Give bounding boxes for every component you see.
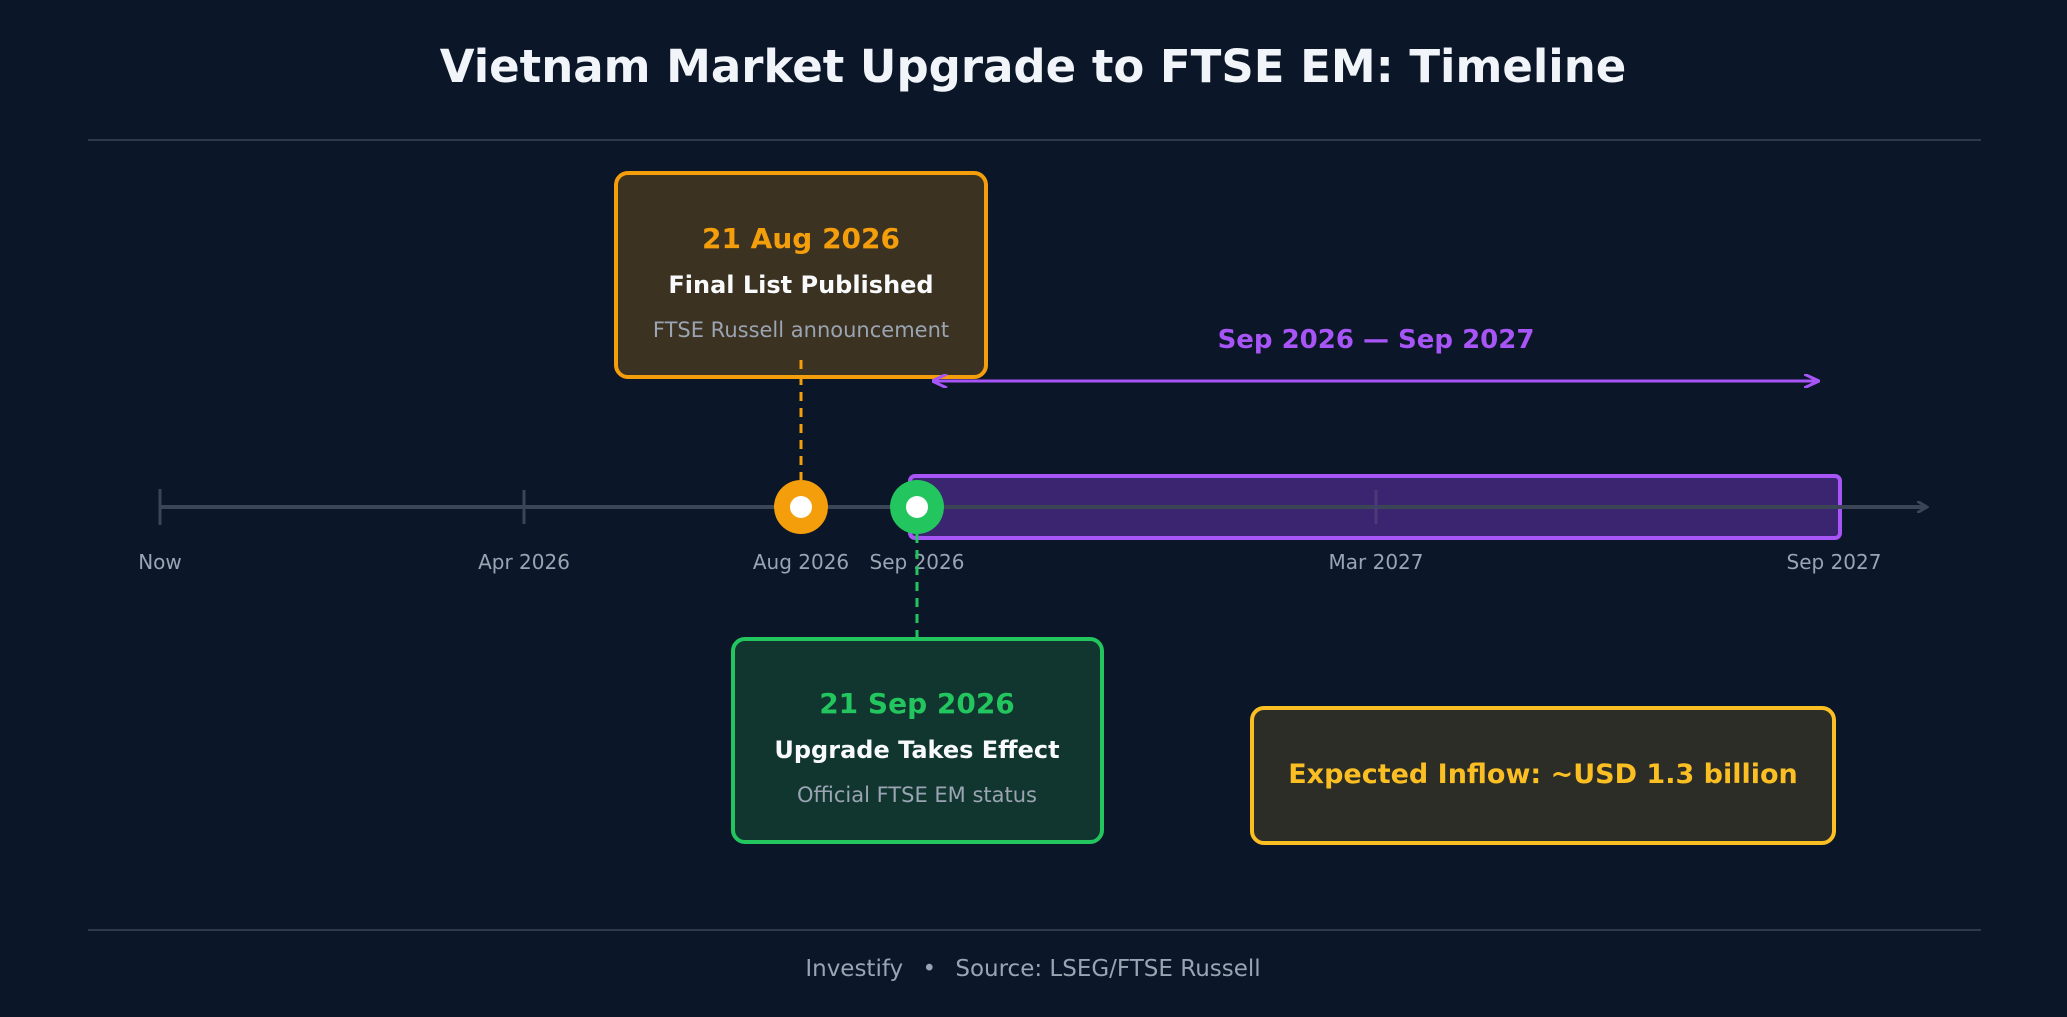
event-marker-final-list-center: [790, 496, 812, 518]
event-subtitle-final-list: FTSE Russell announcement: [653, 318, 949, 342]
event-subtitle-upgrade: Official FTSE EM status: [797, 783, 1037, 807]
tick-label-apr-2026: Apr 2026: [478, 550, 570, 574]
tick-label-sep-2027: Sep 2027: [1787, 550, 1882, 574]
footer: Investify • Source: LSEG/FTSE Russell: [805, 956, 1260, 982]
footer-separator: •: [922, 956, 936, 982]
footer-brand: Investify: [805, 956, 903, 982]
event-card-upgrade-box: [731, 637, 1104, 844]
tick-label-mar-2027: Mar 2027: [1329, 550, 1424, 574]
event-card-final-list: 21 Aug 2026 Final List Published FTSE Ru…: [614, 171, 988, 379]
event-marker-upgrade-center: [906, 496, 928, 518]
inflow-box-frame: [1250, 706, 1836, 845]
tick-label-aug-2026: Aug 2026: [753, 550, 849, 574]
period-label: Sep 2026 — Sep 2027: [1218, 325, 1535, 355]
event-title-final-list: Final List Published: [668, 271, 933, 299]
inflow-label: Expected Inflow: ~USD 1.3 billion: [1288, 759, 1798, 790]
event-date-final-list: 21 Aug 2026: [702, 222, 900, 255]
event-card-upgrade: 21 Sep 2026 Upgrade Takes Effect Officia…: [731, 637, 1104, 844]
event-date-upgrade: 21 Sep 2026: [819, 687, 1015, 720]
tick-label-now: Now: [138, 550, 182, 574]
inflow-box: Expected Inflow: ~USD 1.3 billion: [1250, 706, 1836, 845]
footer-source: Source: LSEG/FTSE Russell: [955, 956, 1260, 982]
event-title-upgrade: Upgrade Takes Effect: [774, 736, 1059, 764]
page-title: Vietnam Market Upgrade to FTSE EM: Timel…: [440, 40, 1627, 93]
